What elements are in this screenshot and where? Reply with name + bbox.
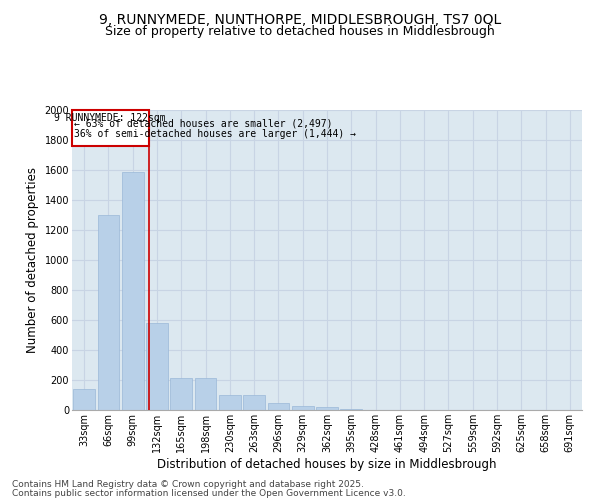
Text: ← 63% of detached houses are smaller (2,497): ← 63% of detached houses are smaller (2,… bbox=[74, 119, 333, 129]
Text: Contains HM Land Registry data © Crown copyright and database right 2025.: Contains HM Land Registry data © Crown c… bbox=[12, 480, 364, 489]
Bar bbox=[72, 110, 149, 146]
Bar bbox=[292, 406, 314, 410]
Text: 36% of semi-detached houses are larger (1,444) →: 36% of semi-detached houses are larger (… bbox=[74, 128, 356, 138]
Bar bbox=[122, 172, 143, 410]
Text: Size of property relative to detached houses in Middlesbrough: Size of property relative to detached ho… bbox=[105, 25, 495, 38]
Y-axis label: Number of detached properties: Number of detached properties bbox=[26, 167, 39, 353]
Text: 9, RUNNYMEDE, NUNTHORPE, MIDDLESBROUGH, TS7 0QL: 9, RUNNYMEDE, NUNTHORPE, MIDDLESBROUGH, … bbox=[99, 12, 501, 26]
Bar bbox=[73, 389, 95, 410]
Text: 9 RUNNYMEDE: 122sqm: 9 RUNNYMEDE: 122sqm bbox=[55, 113, 166, 123]
Bar bbox=[146, 323, 168, 410]
Text: Contains public sector information licensed under the Open Government Licence v3: Contains public sector information licen… bbox=[12, 488, 406, 498]
Bar bbox=[316, 407, 338, 410]
X-axis label: Distribution of detached houses by size in Middlesbrough: Distribution of detached houses by size … bbox=[157, 458, 497, 471]
Bar bbox=[340, 409, 362, 410]
Bar bbox=[243, 395, 265, 410]
Bar bbox=[219, 395, 241, 410]
Bar bbox=[97, 215, 119, 410]
Bar bbox=[268, 402, 289, 410]
Bar bbox=[170, 378, 192, 410]
Bar bbox=[194, 378, 217, 410]
